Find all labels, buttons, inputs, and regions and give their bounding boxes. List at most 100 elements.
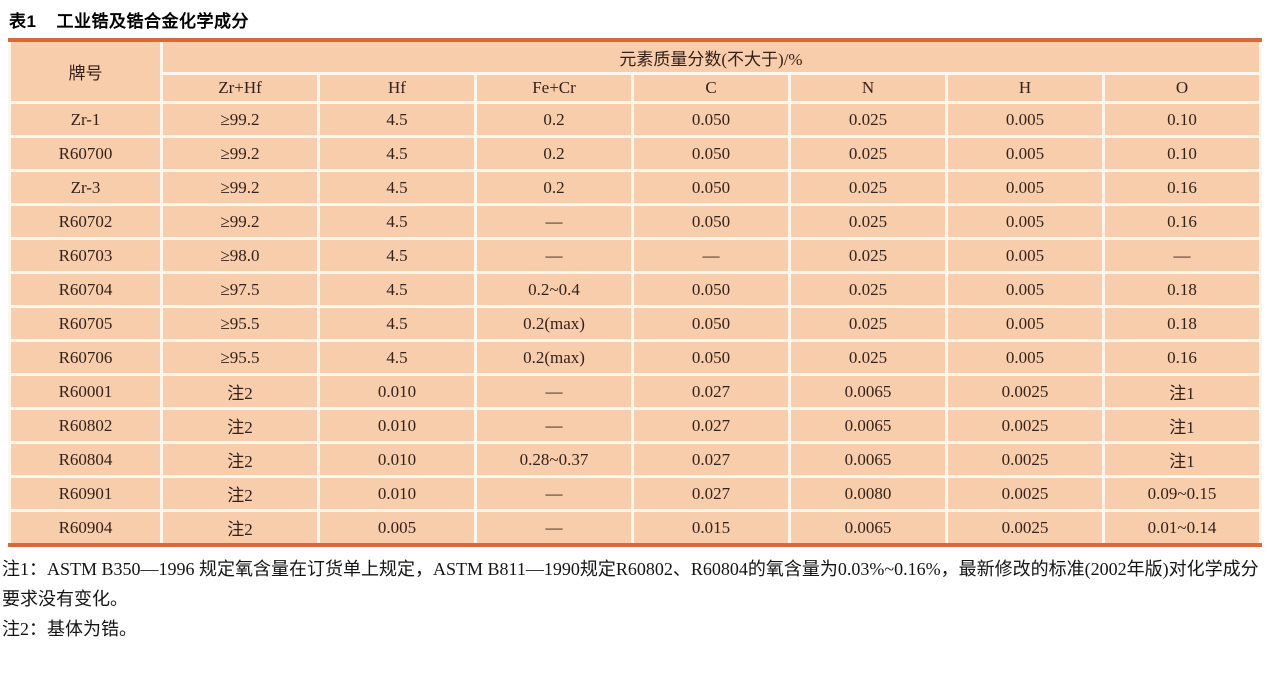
table-number-label: 表1 bbox=[9, 12, 37, 31]
value-cell: 0.005 bbox=[945, 305, 1105, 342]
column-header-Hf: Hf bbox=[317, 72, 477, 104]
value-cell: — bbox=[631, 237, 791, 274]
grade-cell: R60704 bbox=[8, 271, 163, 308]
value-cell: 0.005 bbox=[945, 101, 1105, 138]
value-cell: 0.16 bbox=[1102, 203, 1262, 240]
value-cell: ≥99.2 bbox=[160, 101, 320, 138]
value-cell: 0.0065 bbox=[788, 407, 948, 444]
value-cell: ≥99.2 bbox=[160, 203, 320, 240]
value-cell: 0.09~0.15 bbox=[1102, 475, 1262, 512]
value-cell: 4.5 bbox=[317, 305, 477, 342]
value-cell: 4.5 bbox=[317, 101, 477, 138]
value-cell: 0.16 bbox=[1102, 339, 1262, 376]
value-cell: ≥95.5 bbox=[160, 339, 320, 376]
grade-cell: R60802 bbox=[8, 407, 163, 444]
column-header-N: N bbox=[788, 72, 948, 104]
value-cell: ≥99.2 bbox=[160, 135, 320, 172]
value-cell: 0.050 bbox=[631, 339, 791, 376]
value-cell: 0.2 bbox=[474, 169, 634, 206]
value-cell: 注2 bbox=[160, 441, 320, 478]
table-row: R60702 ≥99.2 4.5—0.050 0.025 0.005 0.16 bbox=[8, 203, 1262, 240]
note-1: 注1：ASTM B350—1996 规定氧含量在订货单上规定，ASTM B811… bbox=[2, 559, 1259, 609]
value-cell: 注2 bbox=[160, 475, 320, 512]
value-cell: 0.10 bbox=[1102, 101, 1262, 138]
grade-cell: Zr-1 bbox=[8, 101, 163, 138]
value-cell: 0.005 bbox=[945, 135, 1105, 172]
value-cell: 0.025 bbox=[788, 101, 948, 138]
value-cell: 0.2 bbox=[474, 135, 634, 172]
value-cell: ≥97.5 bbox=[160, 271, 320, 308]
value-cell: 0.050 bbox=[631, 203, 791, 240]
grade-cell: R60901 bbox=[8, 475, 163, 512]
value-cell: 0.025 bbox=[788, 237, 948, 274]
value-cell: 0.0080 bbox=[788, 475, 948, 512]
grade-cell: R60001 bbox=[8, 373, 163, 410]
value-cell: 0.0025 bbox=[945, 441, 1105, 478]
value-cell: ≥99.2 bbox=[160, 169, 320, 206]
column-header-H: H bbox=[945, 72, 1105, 104]
grade-cell: R60703 bbox=[8, 237, 163, 274]
value-cell: 0.0025 bbox=[945, 475, 1105, 512]
table-row: R60703 ≥98.0 4.5— —0.025 0.005— bbox=[8, 237, 1262, 274]
value-cell: 0.025 bbox=[788, 271, 948, 308]
value-cell: 0.0065 bbox=[788, 509, 948, 547]
value-cell: 0.027 bbox=[631, 441, 791, 478]
value-cell: 0.027 bbox=[631, 407, 791, 444]
value-cell: 0.10 bbox=[1102, 135, 1262, 172]
value-cell: 0.18 bbox=[1102, 305, 1262, 342]
header-group: 元素质量分数(不大于)/% bbox=[160, 38, 1262, 75]
value-cell: 0.027 bbox=[631, 373, 791, 410]
value-cell: — bbox=[474, 475, 634, 512]
value-cell: 0.050 bbox=[631, 135, 791, 172]
table-row: Zr-1 ≥99.2 4.5 0.2 0.050 0.025 0.005 0.10 bbox=[8, 101, 1262, 138]
value-cell: — bbox=[474, 407, 634, 444]
value-cell: 0.01~0.14 bbox=[1102, 509, 1262, 547]
value-cell: — bbox=[474, 237, 634, 274]
value-cell: 4.5 bbox=[317, 169, 477, 206]
value-cell: 注1 bbox=[1102, 441, 1262, 478]
table-row: R60802 注2 0.010—0.027 0.0065 0.0025 注1 bbox=[8, 407, 1262, 444]
header-group-row: 牌号 元素质量分数(不大于)/% bbox=[8, 38, 1262, 104]
value-cell: 注1 bbox=[1102, 407, 1262, 444]
grade-cell: R60700 bbox=[8, 135, 163, 172]
value-cell: 0.0025 bbox=[945, 509, 1105, 547]
value-cell: 0.2(max) bbox=[474, 339, 634, 376]
value-cell: 0.0025 bbox=[945, 407, 1105, 444]
value-cell: 0.010 bbox=[317, 407, 477, 444]
value-cell: — bbox=[474, 509, 634, 547]
value-cell: 0.2~0.4 bbox=[474, 271, 634, 308]
table-caption: 工业锆及锆合金化学成分 bbox=[56, 12, 249, 31]
composition-table: 牌号 元素质量分数(不大于)/% Zr+Hf Hf Fe+Cr C N H O Zr-1 ≥9… bbox=[8, 38, 1262, 547]
value-cell: 注2 bbox=[160, 407, 320, 444]
value-cell: 4.5 bbox=[317, 203, 477, 240]
table-row: R60001 注2 0.010—0.027 0.0065 0.0025 注1 bbox=[8, 373, 1262, 410]
value-cell: 0.005 bbox=[945, 237, 1105, 274]
column-header-Fe-Cr: Fe+Cr bbox=[474, 72, 634, 104]
value-cell: 0.28~0.37 bbox=[474, 441, 634, 478]
table-title: 表1 工业锆及锆合金化学成分 bbox=[0, 0, 1269, 38]
value-cell: 0.005 bbox=[945, 271, 1105, 308]
value-cell: 0.2 bbox=[474, 101, 634, 138]
value-cell: — bbox=[474, 373, 634, 410]
value-cell: 注2 bbox=[160, 509, 320, 547]
column-header-C: C bbox=[631, 72, 791, 104]
grade-cell: R60705 bbox=[8, 305, 163, 342]
value-cell: 4.5 bbox=[317, 339, 477, 376]
grade-cell: R60904 bbox=[8, 509, 163, 547]
value-cell: 0.050 bbox=[631, 101, 791, 138]
value-cell: ≥95.5 bbox=[160, 305, 320, 342]
table-body: Zr-1 ≥99.2 4.5 0.2 0.050 0.025 0.005 0.10 R60700… bbox=[8, 101, 1262, 547]
table-row: R60904 注2 0.005—0.015 0.0065 0.0025 0.01~0.14 bbox=[8, 509, 1262, 547]
header-columns-row: Zr+Hf Hf Fe+Cr C N H O bbox=[10, 72, 1262, 104]
value-cell: 0.025 bbox=[788, 169, 948, 206]
value-cell: 0.2(max) bbox=[474, 305, 634, 342]
notes: 注1：ASTM B350—1996 规定氧含量在订货单上规定，ASTM B811… bbox=[2, 554, 1267, 644]
table-row: R60901 注2 0.010—0.027 0.0080 0.0025 0.09~0.15 bbox=[8, 475, 1262, 512]
table-row: Zr-3 ≥99.2 4.5 0.2 0.050 0.025 0.005 0.16 bbox=[8, 169, 1262, 206]
value-cell: 0.010 bbox=[317, 475, 477, 512]
value-cell: 0.16 bbox=[1102, 169, 1262, 206]
value-cell: ≥98.0 bbox=[160, 237, 320, 274]
table-row: R60705 ≥95.5 4.5 0.2(max) 0.050 0.025 0.005 0.1… bbox=[8, 305, 1262, 342]
value-cell: 0.025 bbox=[788, 305, 948, 342]
